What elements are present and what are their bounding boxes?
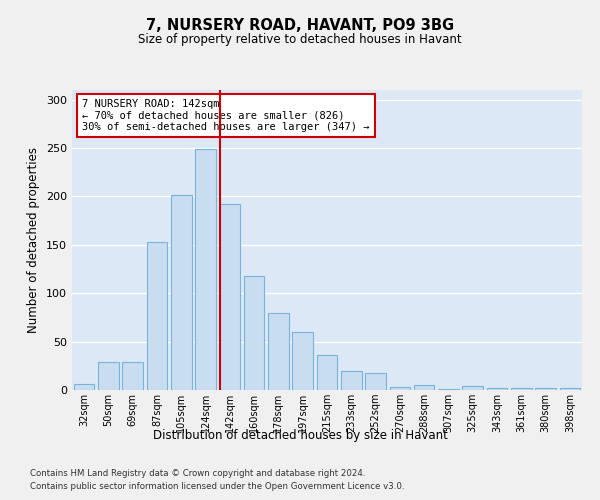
Bar: [317, 355, 337, 390]
Bar: [560, 388, 580, 390]
Text: Contains HM Land Registry data © Crown copyright and database right 2024.: Contains HM Land Registry data © Crown c…: [30, 468, 365, 477]
Text: Distribution of detached houses by size in Havant: Distribution of detached houses by size …: [152, 428, 448, 442]
Bar: [487, 388, 508, 390]
Bar: [389, 387, 410, 390]
Bar: [365, 372, 386, 390]
Y-axis label: Number of detached properties: Number of detached properties: [28, 147, 40, 333]
Bar: [74, 384, 94, 390]
Text: Size of property relative to detached houses in Havant: Size of property relative to detached ho…: [138, 32, 462, 46]
Bar: [146, 242, 167, 390]
Bar: [438, 389, 459, 390]
Text: Contains public sector information licensed under the Open Government Licence v3: Contains public sector information licen…: [30, 482, 404, 491]
Bar: [268, 312, 289, 390]
Bar: [171, 194, 191, 390]
Bar: [122, 362, 143, 390]
Bar: [195, 149, 216, 390]
Text: 7, NURSERY ROAD, HAVANT, PO9 3BG: 7, NURSERY ROAD, HAVANT, PO9 3BG: [146, 18, 454, 32]
Bar: [414, 385, 434, 390]
Bar: [341, 370, 362, 390]
Bar: [292, 332, 313, 390]
Bar: [244, 276, 265, 390]
Bar: [511, 388, 532, 390]
Bar: [463, 386, 483, 390]
Bar: [535, 388, 556, 390]
Text: 7 NURSERY ROAD: 142sqm
← 70% of detached houses are smaller (826)
30% of semi-de: 7 NURSERY ROAD: 142sqm ← 70% of detached…: [82, 99, 370, 132]
Bar: [98, 362, 119, 390]
Bar: [220, 204, 240, 390]
